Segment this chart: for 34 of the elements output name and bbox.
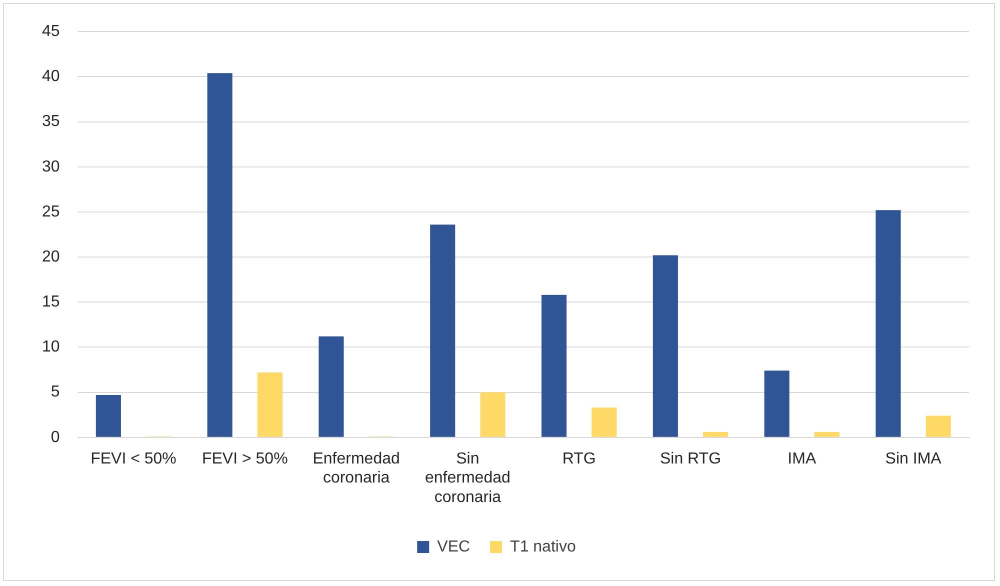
bar	[876, 210, 901, 437]
x-tick-label: FEVI > 50%	[202, 450, 288, 468]
bar	[764, 370, 790, 437]
bar	[592, 408, 617, 437]
y-tick-label: 30	[42, 158, 60, 176]
bar	[430, 224, 456, 437]
legend-label: VEC	[437, 538, 470, 556]
y-tick-label: 0	[50, 428, 60, 446]
x-tick-label: Sin IMA	[885, 450, 942, 468]
bar	[207, 73, 232, 437]
x-tick-label: RTG	[562, 450, 596, 468]
bar	[814, 432, 840, 437]
y-tick-label: 35	[42, 113, 60, 130]
bar	[703, 432, 728, 437]
y-tick-label: 15	[42, 294, 60, 311]
y-tick-label: 40	[42, 68, 60, 86]
x-tick-label: IMA	[788, 450, 816, 468]
legend-label: T1 nativo	[510, 538, 576, 556]
bar	[318, 336, 344, 437]
bar	[96, 395, 121, 437]
y-tick-label: 20	[42, 248, 60, 266]
x-tick-label: Sin RTG	[660, 450, 722, 468]
y-tick-label: 5	[50, 384, 60, 401]
bar	[480, 392, 506, 437]
bar	[257, 372, 282, 437]
y-tick-label: 25	[42, 203, 60, 220]
y-tick-label: 45	[42, 23, 60, 40]
x-tick-label: Sin enfermedad coronaria	[425, 450, 510, 506]
x-tick-label: Enfermedad coronaria	[312, 450, 400, 487]
y-tick-label: 10	[42, 338, 60, 356]
bar	[652, 255, 678, 437]
bar	[542, 294, 567, 437]
bar	[926, 416, 951, 437]
x-tick-label: FEVI < 50%	[90, 450, 176, 468]
